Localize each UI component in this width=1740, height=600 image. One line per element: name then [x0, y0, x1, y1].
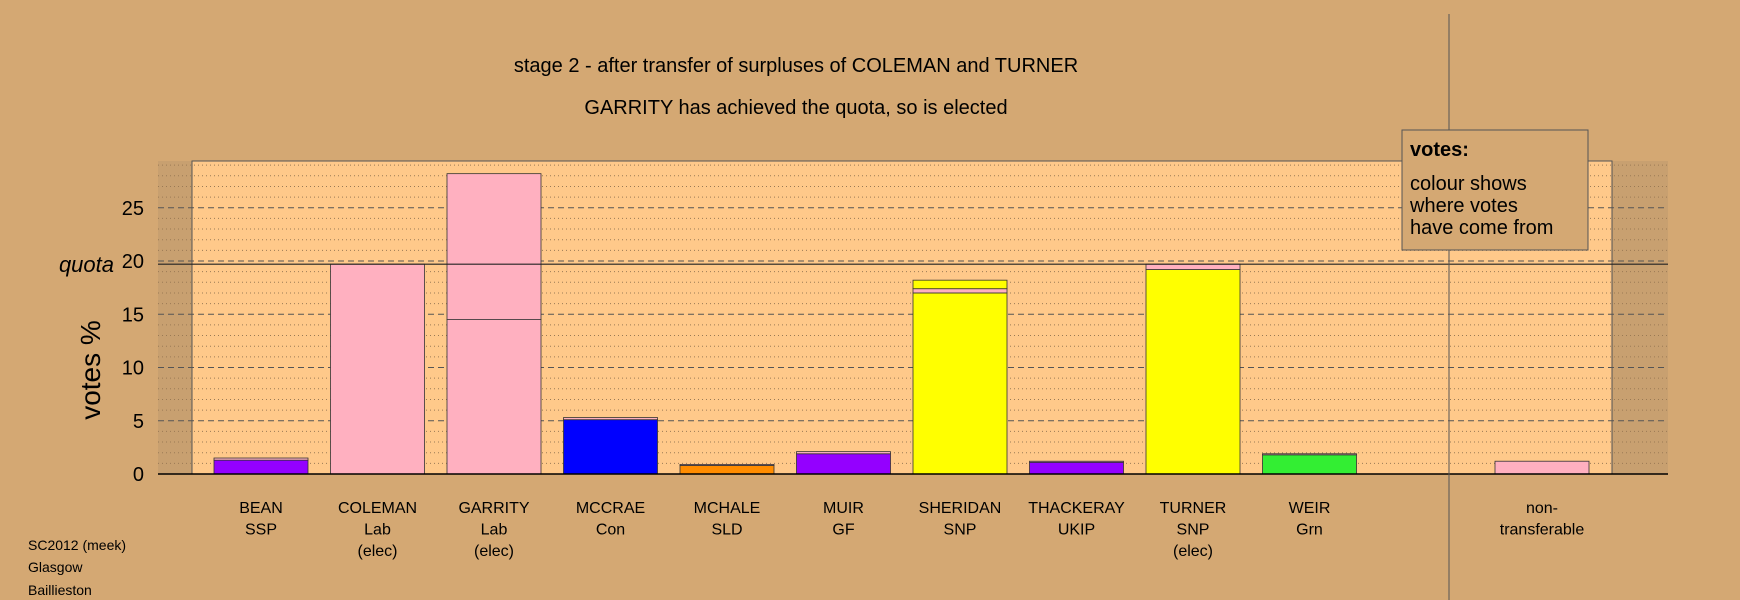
- y-tick-label: 15: [122, 304, 144, 326]
- candidate-party-label: SLD: [711, 522, 742, 539]
- bar-muir-segment-1: [796, 453, 891, 475]
- candidate-status-label: (elec): [474, 543, 514, 560]
- bar-mchale-segment-2: [679, 464, 775, 466]
- chart-title: stage 2 - after transfer of surpluses of…: [514, 55, 1078, 77]
- legend-title: votes:: [1410, 139, 1469, 161]
- bar-turner-segment-1: [1145, 269, 1241, 475]
- candidate-status-label: (elec): [1173, 543, 1213, 560]
- y-tick-label: 20: [122, 251, 144, 273]
- candidate-party-label: Con: [596, 522, 625, 539]
- bar-bean-segment-1: [213, 459, 309, 475]
- y-tick-label: 5: [133, 411, 144, 433]
- quota-label: quota: [59, 252, 114, 277]
- footnote-line-2: Glasgow: [28, 559, 83, 575]
- candidate-name-label: MCCRAE: [576, 500, 645, 517]
- y-tick-label: 25: [122, 198, 144, 220]
- bar-muir-segment-2: [796, 451, 891, 455]
- candidate-status-label: (elec): [357, 543, 397, 560]
- legend-line-1: colour shows: [1410, 173, 1527, 195]
- bar-coleman-segment-1: [330, 263, 425, 475]
- y-tick-label: 10: [122, 358, 144, 380]
- legend-line-2: where votes: [1409, 195, 1518, 217]
- nontransferable-label-line-1: non-: [1526, 500, 1558, 517]
- bar-nontransferable: [1494, 460, 1590, 475]
- candidate-name-label: WEIR: [1289, 500, 1331, 517]
- candidate-name-label: COLEMAN: [338, 500, 417, 517]
- bar-weir-segment-2: [1262, 453, 1357, 456]
- bar-sheridan-segment-2: [912, 288, 1008, 294]
- candidate-name-label: MUIR: [823, 500, 864, 517]
- candidate-party-label: Grn: [1296, 522, 1323, 539]
- candidate-name-label: GARRITY: [458, 500, 529, 517]
- candidate-party-label: SSP: [245, 522, 277, 539]
- bar-sheridan-segment-3: [912, 279, 1008, 290]
- footnote-line-3: Baillieston: [28, 582, 92, 598]
- candidate-party-label: Lab: [481, 522, 508, 539]
- candidate-party-label: SNP: [944, 522, 977, 539]
- legend-box: votes: colour shows where votes have com…: [1401, 129, 1589, 251]
- bar-mchale-segment-1: [679, 465, 775, 475]
- y-tick-label: 0: [133, 464, 144, 486]
- candidate-party-label: Lab: [364, 522, 391, 539]
- bar-sheridan-segment-1: [912, 292, 1008, 475]
- candidate-name-label: SHERIDAN: [919, 500, 1002, 517]
- nontransferable-label-line-2: transferable: [1500, 522, 1585, 539]
- candidate-name-label: TURNER: [1160, 500, 1227, 517]
- candidate-party-label: UKIP: [1058, 522, 1095, 539]
- candidate-name-label: BEAN: [239, 500, 283, 517]
- plot-area: [191, 160, 1613, 475]
- candidate-name-label: THACKERAY: [1028, 500, 1125, 517]
- bar-garrity-segment-2: [446, 173, 542, 320]
- candidate-party-label: SNP: [1177, 522, 1210, 539]
- bar-garrity-segment-1: [446, 319, 542, 475]
- bar-bean-segment-2: [213, 457, 309, 461]
- legend-line-3: have come from: [1410, 217, 1553, 239]
- bar-weir-segment-1: [1262, 454, 1357, 475]
- bar-mccrae-segment-1: [563, 419, 658, 475]
- bar-thackeray-segment-1: [1029, 461, 1124, 475]
- footnote-line-1: SC2012 (meek): [28, 537, 127, 553]
- bar-mccrae-segment-2: [563, 417, 658, 421]
- chart-subtitle: GARRITY has achieved the quota, so is el…: [584, 97, 1007, 119]
- bar-turner-segment-2: [1145, 263, 1241, 270]
- bar-thackeray-segment-2: [1029, 460, 1124, 463]
- candidate-name-label: MCHALE: [694, 500, 761, 517]
- y-axis-label: votes %: [75, 320, 106, 420]
- candidate-party-label: GF: [832, 522, 854, 539]
